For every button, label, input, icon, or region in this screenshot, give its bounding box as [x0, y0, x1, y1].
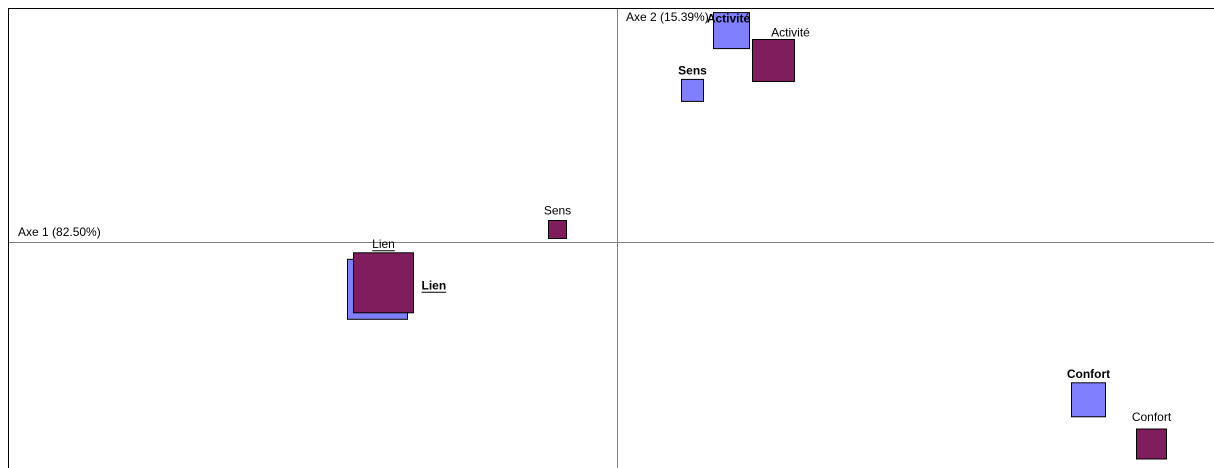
point-label-confort-bold: Confort — [1067, 367, 1110, 381]
point-label-sens-bold: Sens — [678, 63, 707, 77]
plot-frame — [8, 8, 1214, 468]
point-label-confort-plain: Confort — [1132, 410, 1172, 424]
axis-2-label: Axe 2 (15.39%) — [626, 10, 709, 24]
point-marker-sens-plain — [548, 220, 567, 239]
point-label-sens-plain: Sens — [544, 204, 571, 218]
point-marker-sens-bold — [681, 78, 704, 102]
point-marker-confort-bold — [1071, 382, 1106, 418]
point-label-lien-bold: Lien — [422, 278, 447, 292]
point-marker-activite-bold — [713, 12, 750, 50]
point-marker-lien-plain — [353, 252, 414, 314]
point-label-lien-plain: Lien — [372, 237, 395, 251]
axis-1-label: Axe 1 (82.50%) — [18, 225, 101, 239]
point-marker-confort-plain — [1136, 428, 1167, 460]
point-label-activite-plain: Activité — [771, 26, 810, 40]
point-marker-activite-plain — [752, 39, 795, 82]
point-marks: Activité Activité Sens Sens Lien Lien Confort C… — [347, 12, 1172, 460]
point-label-activite-bold: Activité — [707, 12, 751, 26]
